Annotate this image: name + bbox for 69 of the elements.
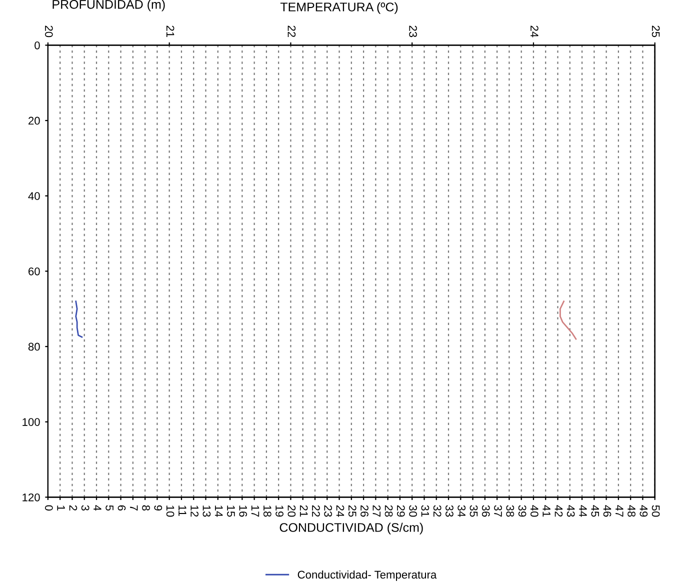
x2-tick-label: 25: [652, 26, 660, 38]
x-tick-label: 8: [142, 505, 150, 511]
x-tick-label: 17: [251, 506, 260, 517]
x-tick-label: 10: [166, 506, 174, 517]
x2-tick-label: 21: [166, 26, 174, 38]
y-tick-label: 100: [22, 418, 40, 426]
x-tick-label: 27: [372, 505, 381, 517]
x-tick-label: 44: [579, 505, 587, 517]
x-tick-label: 6: [118, 505, 126, 511]
x2-tick-label: 20: [44, 26, 53, 38]
x-tick-label: 33: [446, 505, 454, 517]
x-tick-label: 15: [227, 506, 235, 517]
x-tick-label: 3: [81, 505, 90, 511]
x-tick-label: 48: [628, 505, 636, 517]
x-tick-label: 18: [263, 506, 272, 517]
x2-axis-title: TEMPERATURA (ºC): [280, 2, 398, 14]
y-tick-label: 40: [28, 192, 40, 200]
x-tick-label: 21: [300, 505, 308, 517]
x-tick-label: 31: [421, 505, 430, 517]
x-tick-label: 30: [409, 505, 417, 517]
x-tick-label: 34: [458, 505, 466, 517]
x2-tick-label: 24: [530, 26, 538, 38]
x-tick-label: 49: [640, 505, 648, 517]
x-tick-label: 1: [57, 506, 65, 510]
x-tick-label: 45: [591, 505, 599, 517]
x-tick-label: 40: [530, 505, 538, 517]
x-tick-label: 50: [652, 505, 660, 517]
x-tick-label: 12: [190, 506, 198, 517]
y-tick-label: 60: [28, 267, 40, 276]
y-tick-label: 120: [22, 493, 40, 502]
y-tick-label: 20: [28, 116, 40, 125]
x-tick-label: 13: [202, 506, 211, 517]
x-tick-label: 37: [494, 505, 502, 517]
x-tick-label: 19: [276, 506, 284, 517]
x-tick-label: 28: [384, 505, 393, 517]
x-tick-label: 41: [542, 505, 550, 517]
x-tick-label: 43: [566, 505, 575, 517]
x-tick-label: 29: [396, 505, 405, 517]
x2-tick-label: 23: [409, 26, 417, 38]
x-tick-label: 42: [554, 505, 563, 517]
x-tick-label: 26: [360, 505, 368, 517]
x-tick-label: 0: [44, 505, 53, 511]
x-tick-label: 4: [94, 505, 102, 511]
x-tick-label: 9: [154, 505, 162, 510]
y-axis-title: PROFUNDIDAD (m): [52, 0, 165, 12]
x-tick-label: 23: [324, 505, 332, 517]
x-tick-label: 35: [470, 505, 478, 517]
x-tick-label: 47: [616, 505, 624, 517]
x-tick-label: 38: [506, 505, 514, 517]
x-tick-label: 14: [215, 506, 223, 517]
x-tick-label: 5: [106, 505, 114, 511]
y-tick-label: 0: [34, 41, 40, 50]
line-series: [75, 300, 83, 338]
y-tick-label: 80: [28, 342, 40, 351]
legend-label: Conductividad- Temperatura: [298, 570, 437, 581]
x-tick-label: 39: [518, 505, 526, 517]
x-tick-label: 46: [603, 505, 612, 517]
x-tick-label: 7: [130, 505, 138, 510]
x-tick-label: 22: [312, 505, 320, 517]
x-tick-label: 36: [482, 505, 490, 517]
x-tick-label: 16: [239, 506, 248, 517]
x-axis-title: CONDUCTIVIDAD (S/cm): [280, 522, 423, 534]
x-tick-label: 25: [348, 505, 356, 517]
x-tick-label: 24: [336, 505, 344, 517]
x-tick-label: 20: [288, 505, 296, 517]
x-tick-label: 2: [69, 505, 78, 510]
x2-tick-label: 22: [288, 26, 296, 38]
x-tick-label: 11: [178, 506, 186, 516]
x-tick-label: 32: [433, 505, 442, 517]
